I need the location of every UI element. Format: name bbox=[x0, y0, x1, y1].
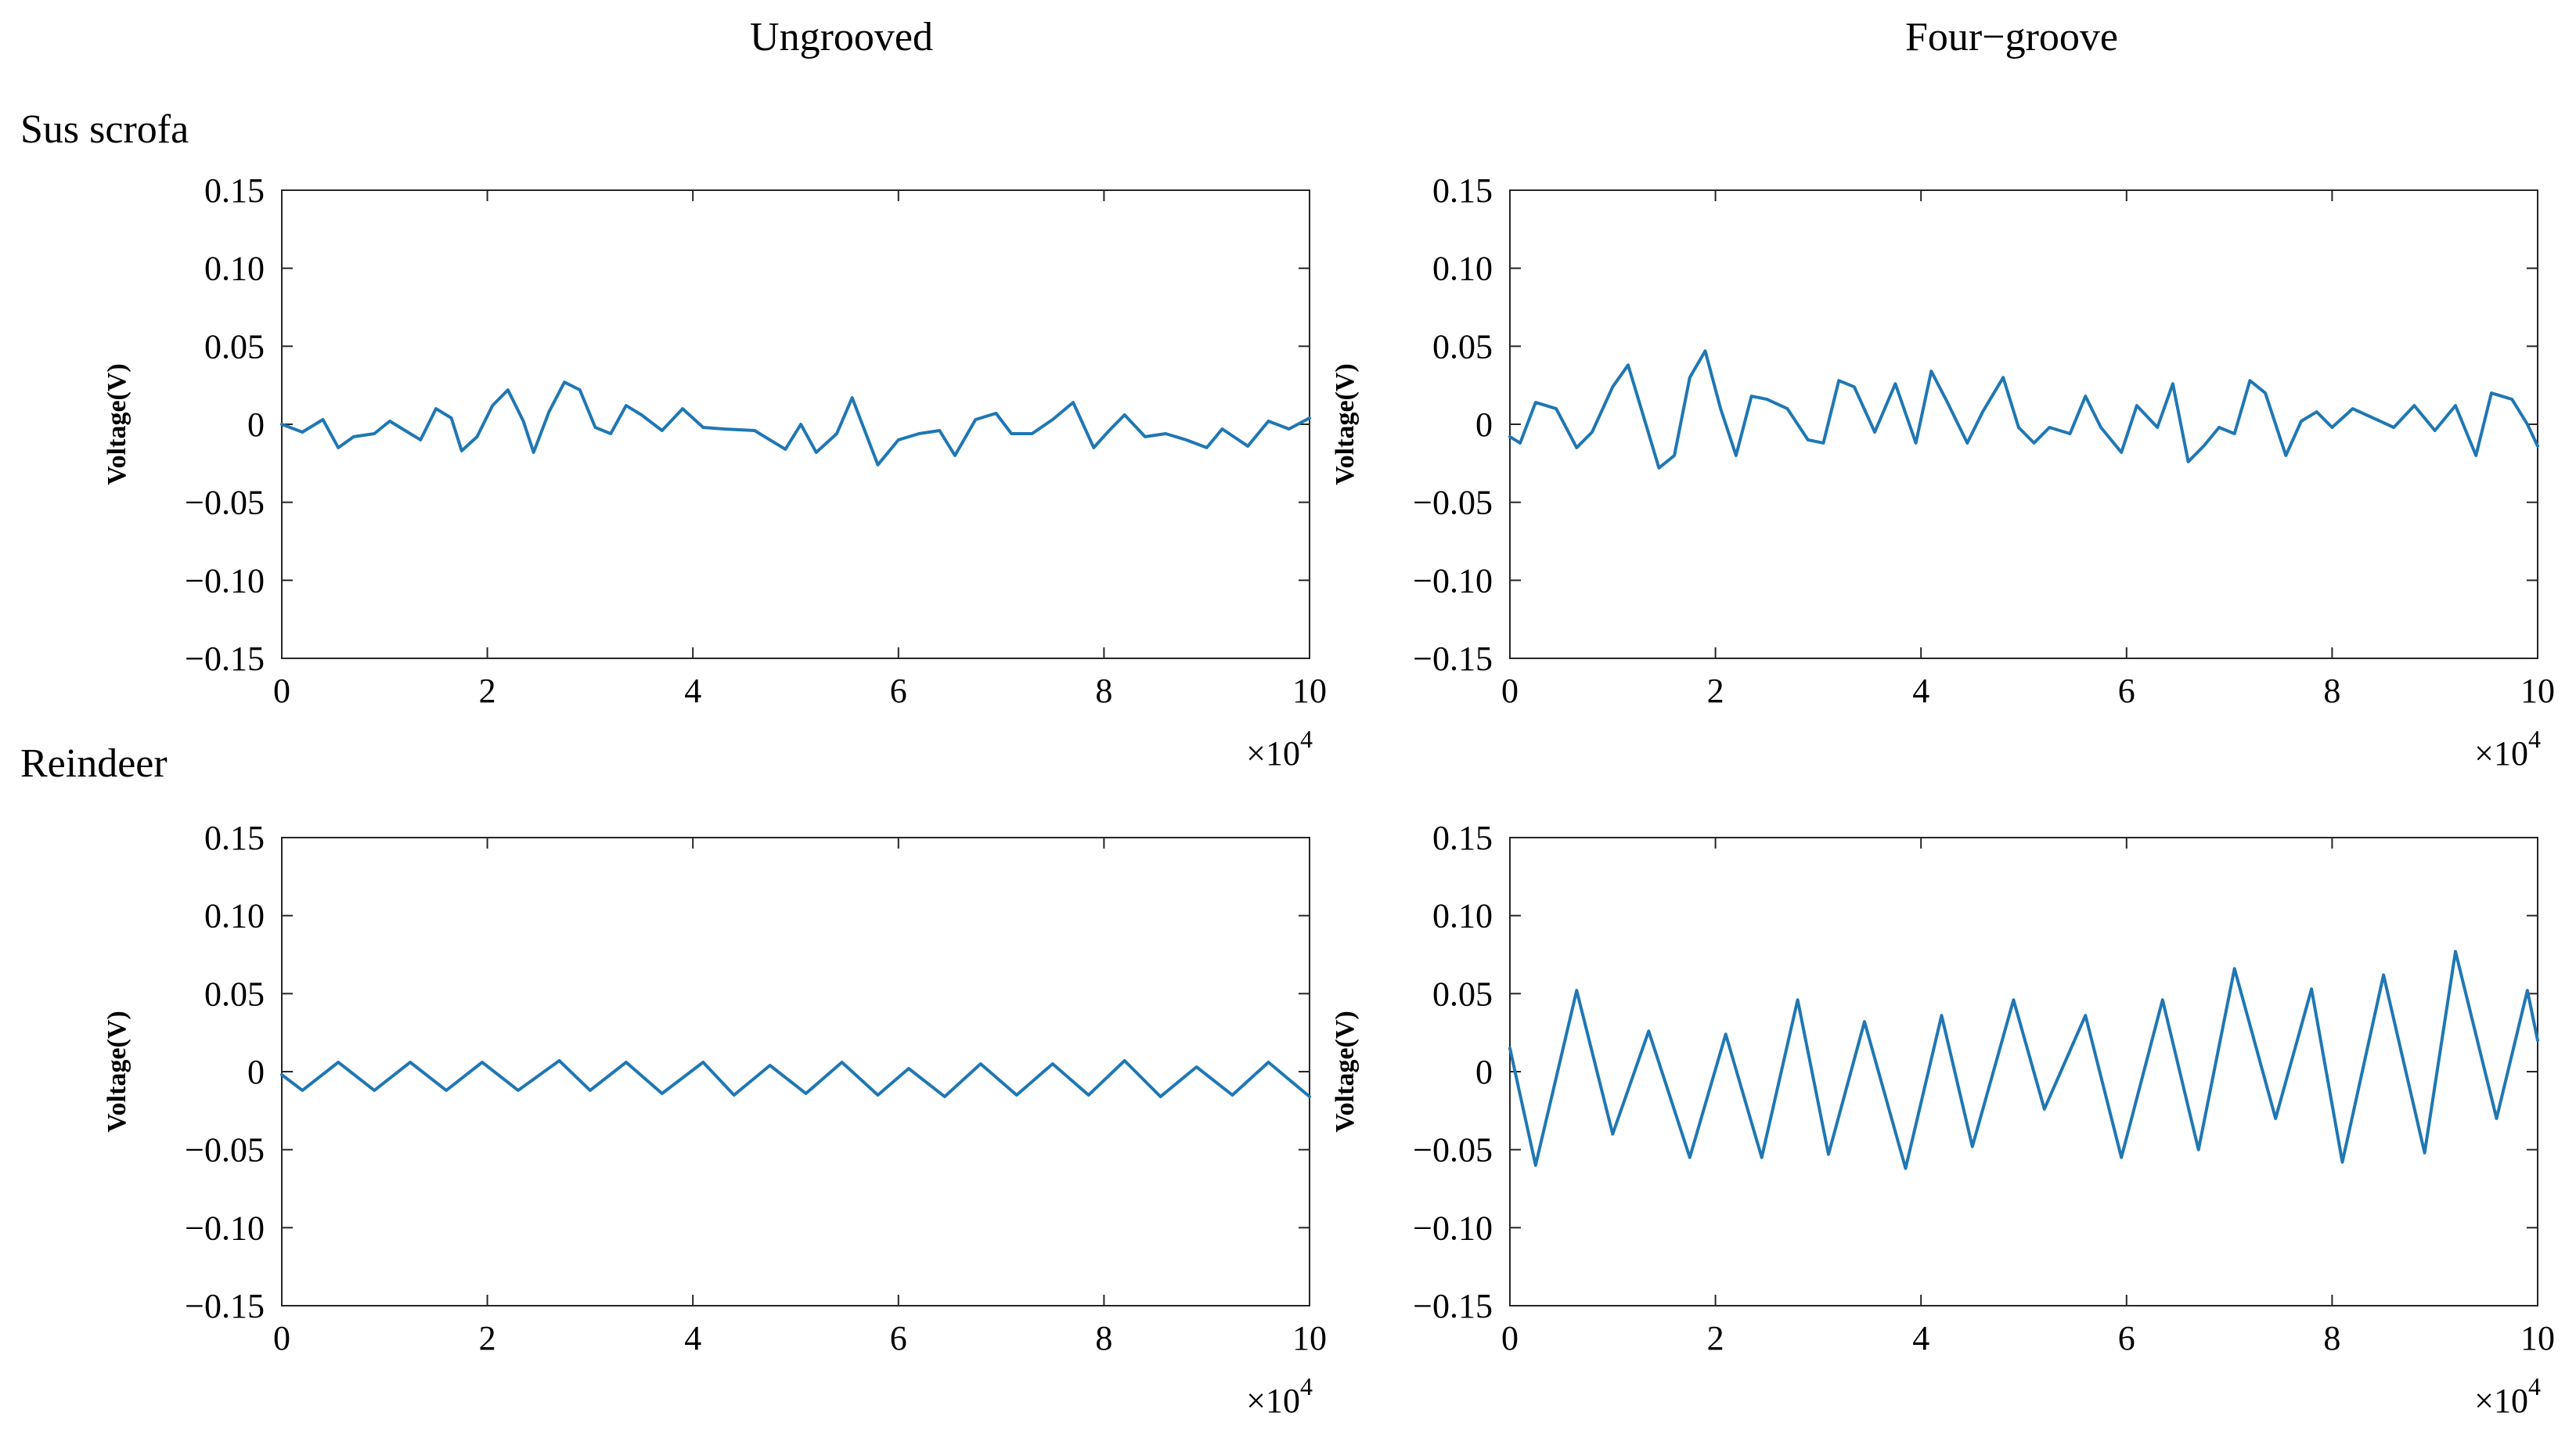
row-title-sus-scrofa: Sus scrofa bbox=[20, 107, 189, 152]
y-axis-label: Voltage(V) bbox=[1331, 1011, 1360, 1133]
y-tick-label: 0.10 bbox=[204, 250, 265, 288]
y-tick-label: 0.10 bbox=[1432, 250, 1493, 288]
y-tick-label: 0.10 bbox=[204, 897, 265, 935]
column-title-four-groove: Four−groove bbox=[1905, 15, 2118, 59]
x-tick-label: 4 bbox=[684, 1319, 701, 1357]
x-tick-label: 2 bbox=[479, 672, 496, 710]
y-tick-label: −0.10 bbox=[185, 561, 265, 600]
y-tick-label: 0.05 bbox=[1432, 327, 1493, 366]
y-tick-label: 0.15 bbox=[204, 171, 265, 210]
series-line-1 bbox=[280, 380, 1311, 467]
x-tick-label: 0 bbox=[273, 672, 290, 710]
plot-frame bbox=[1509, 837, 2538, 1306]
x-tick-label: 2 bbox=[1707, 1319, 1724, 1357]
column-title-ungrooved: Ungrooved bbox=[750, 15, 933, 59]
x-axis-multiplier: ×104 bbox=[2474, 1372, 2541, 1420]
y-axis-label: Voltage(V) bbox=[103, 363, 132, 485]
y-tick-label: −0.10 bbox=[1413, 1209, 1493, 1247]
series-line-1 bbox=[1508, 349, 2539, 470]
y-tick-label: 0.15 bbox=[204, 819, 265, 857]
y-tick-label: 0 bbox=[247, 405, 265, 444]
y-tick-label: 0.05 bbox=[204, 975, 265, 1013]
y-tick-label: −0.15 bbox=[185, 1287, 265, 1325]
chart-panel-2: 0.150.100.050−0.05−0.10−0.150 2 4 6 8 10×104V… bbox=[1331, 171, 2555, 773]
x-tick-label: 10 bbox=[1292, 672, 1327, 710]
x-tick-label: 0 bbox=[273, 1319, 290, 1357]
y-tick-label: 0.15 bbox=[1432, 171, 1493, 210]
row-title-reindeer: Reindeer bbox=[20, 741, 168, 786]
x-tick-label: 6 bbox=[890, 672, 907, 710]
x-tick-label: 8 bbox=[2323, 1319, 2340, 1357]
x-tick-label: 6 bbox=[2118, 672, 2135, 710]
x-axis-multiplier: ×104 bbox=[2474, 725, 2541, 773]
y-tick-label: −0.05 bbox=[1413, 1131, 1493, 1170]
y-tick-label: −0.05 bbox=[185, 484, 265, 522]
x-tick-label: 8 bbox=[1095, 672, 1112, 710]
chart-panel-3: 0.150.100.050−0.05−0.10−0.150 2 4 6 8 10×104V… bbox=[103, 819, 1327, 1420]
y-axis-label: Voltage(V) bbox=[1331, 363, 1360, 485]
y-tick-label: 0.05 bbox=[1432, 975, 1493, 1013]
x-tick-label: 4 bbox=[1912, 672, 1929, 710]
series-line-1 bbox=[1508, 950, 2539, 1170]
y-tick-label: −0.15 bbox=[185, 640, 265, 678]
y-tick-label: −0.15 bbox=[1413, 1287, 1493, 1325]
chart-panel-4: 0.150.100.050−0.05−0.10−0.150 2 4 6 8 10×104V… bbox=[1331, 819, 2555, 1420]
y-tick-label: 0.05 bbox=[204, 327, 265, 366]
y-axis-label: Voltage(V) bbox=[103, 1011, 132, 1133]
x-tick-label: 8 bbox=[2323, 672, 2340, 710]
plot-frame bbox=[281, 189, 1310, 659]
x-axis-multiplier: ×104 bbox=[1246, 725, 1313, 773]
x-tick-label: 6 bbox=[2118, 1319, 2135, 1357]
y-tick-label: 0 bbox=[247, 1053, 265, 1091]
x-tick-label: 4 bbox=[684, 672, 701, 710]
x-tick-label: 4 bbox=[1912, 1319, 1929, 1357]
y-tick-label: −0.05 bbox=[1413, 484, 1493, 522]
x-tick-label: 10 bbox=[2520, 672, 2555, 710]
x-tick-label: 6 bbox=[890, 1319, 907, 1357]
x-tick-label: 10 bbox=[2520, 1319, 2555, 1357]
x-tick-label: 10 bbox=[1292, 1319, 1327, 1357]
y-tick-label: −0.05 bbox=[185, 1131, 265, 1170]
x-tick-label: 2 bbox=[1707, 672, 1724, 710]
y-tick-label: 0 bbox=[1475, 1053, 1493, 1091]
y-tick-label: 0.10 bbox=[1432, 897, 1493, 935]
chart-panel-1: 0.150.100.050−0.05−0.10−0.150 2 4 6 8 10×104V… bbox=[103, 171, 1327, 773]
y-tick-label: −0.10 bbox=[1413, 561, 1493, 600]
x-axis-multiplier: ×104 bbox=[1246, 1372, 1313, 1420]
y-tick-label: 0.15 bbox=[1432, 819, 1493, 857]
y-tick-label: 0 bbox=[1475, 405, 1493, 444]
x-tick-label: 8 bbox=[1095, 1319, 1112, 1357]
x-tick-label: 0 bbox=[1501, 672, 1519, 710]
y-tick-label: −0.10 bbox=[185, 1209, 265, 1247]
plot-frame bbox=[281, 837, 1310, 1306]
x-tick-label: 0 bbox=[1501, 1319, 1519, 1357]
y-tick-label: −0.15 bbox=[1413, 640, 1493, 678]
x-tick-label: 2 bbox=[479, 1319, 496, 1357]
series-line-1 bbox=[280, 1059, 1311, 1098]
